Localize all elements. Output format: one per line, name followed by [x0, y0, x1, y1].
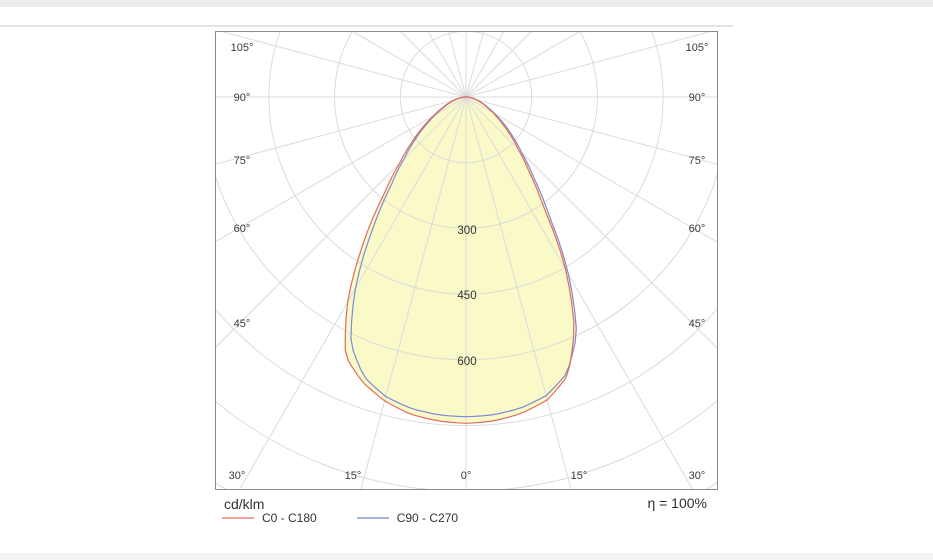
legend-item-c0-c180: C0 - C180 [222, 511, 317, 525]
curve-c0-c180 [344, 96, 575, 424]
angle-label-left: 105° [230, 42, 254, 54]
grid-radial-line [352, 32, 467, 98]
grid-radial-line [360, 96, 467, 489]
grid-radial-line [465, 32, 532, 98]
polar-chart-frame: 105° 90° 75° 60° 45° 105° 90° 75° 60° 45° 30° 15° 0°… [215, 31, 718, 490]
polar-diagram-svg [216, 32, 717, 489]
angle-label-right: 75° [688, 155, 706, 167]
angle-label-bottom: 30° [228, 470, 246, 482]
polar-grid [216, 32, 717, 489]
grid-radial-line [465, 32, 580, 98]
angle-label-left: 45° [233, 318, 251, 330]
grid-radial-line [239, 96, 467, 489]
angle-label-bottom: 30° [688, 470, 706, 482]
grid-radial-line [216, 96, 467, 242]
legend-swatch-c0-c180 [222, 517, 254, 519]
angle-label-left: 60° [233, 223, 251, 235]
efficiency-label: η = 100% [647, 495, 707, 511]
radial-tick-label: 600 [457, 356, 477, 368]
units-label: cd/klm [224, 496, 265, 512]
angle-label-bottom: 15° [344, 470, 362, 482]
grid-radial-line [221, 32, 467, 98]
legend-label-c90-c270: C90 - C270 [396, 511, 459, 525]
grid-radial-line [465, 96, 717, 165]
angle-label-right: 105° [685, 42, 709, 54]
separator-line [0, 25, 733, 27]
distribution-fill [345, 97, 577, 424]
grid-radial-line [465, 96, 717, 243]
angle-label-right: 45° [688, 318, 706, 330]
radial-tick-label: 450 [457, 290, 477, 302]
angle-label-right: 90° [688, 92, 706, 104]
grid-radial-line [216, 96, 467, 165]
grid-radial-line [465, 32, 711, 98]
angle-label-bottom: 15° [570, 470, 588, 482]
top-band [0, 0, 933, 7]
angle-label-right: 60° [688, 223, 706, 235]
grid-radial-line [465, 96, 572, 489]
radial-tick-label: 300 [457, 225, 477, 237]
legend-swatch-c90-c270 [356, 517, 389, 519]
grid-radial-line [465, 96, 693, 489]
grid-radial-line [216, 96, 467, 348]
angle-label-left: 90° [233, 92, 251, 104]
angle-label-bottom: 0° [460, 470, 472, 482]
legend: C0 - C180 C90 - C270 [222, 511, 458, 525]
angle-label-left: 75° [233, 155, 251, 167]
bottom-band [0, 553, 933, 560]
legend-item-c90-c270: C90 - C270 [356, 511, 459, 525]
legend-label-c0-c180: C0 - C180 [262, 511, 317, 525]
grid-radial-line [400, 32, 467, 98]
